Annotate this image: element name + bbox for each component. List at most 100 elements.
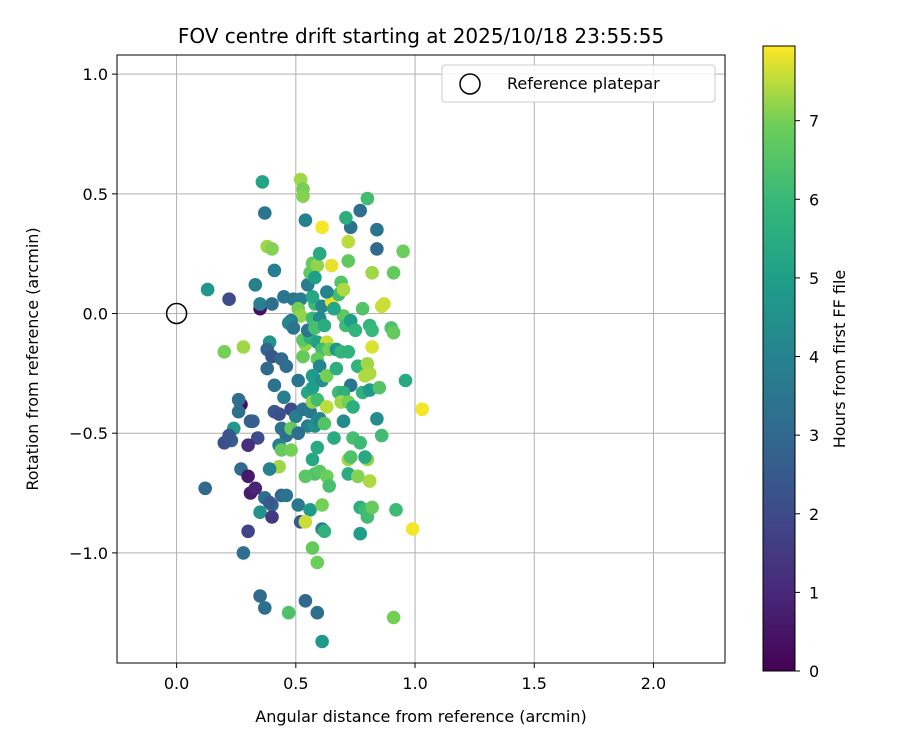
scatter-point: [222, 428, 236, 443]
scatter-point: [253, 589, 267, 603]
colorbar: 0 1 2 3 4 5 6 7 Hours from first FF file: [762, 45, 849, 681]
scatter-point: [365, 266, 379, 280]
scatter-point: [272, 407, 286, 421]
colorbar-tick-label: 3: [809, 426, 819, 445]
scatter-point: [315, 634, 329, 649]
scatter-point: [305, 452, 320, 467]
y-tick-label: 0.5: [83, 185, 108, 204]
scatter-point: [398, 373, 413, 388]
scatter-point: [310, 258, 325, 273]
legend-box: [441, 64, 716, 103]
scatter-point: [217, 345, 232, 359]
scatter-point: [298, 594, 313, 608]
colorbar-gradient: [763, 46, 795, 671]
scatter-point: [358, 450, 372, 464]
scatter-point: [291, 373, 306, 388]
scatter-point: [374, 428, 389, 443]
scatter-point: [284, 443, 298, 457]
scatter-point: [317, 318, 332, 333]
x-tick-label: 0.0: [164, 674, 189, 693]
scatter-point: [343, 450, 358, 464]
legend: Reference platepar: [441, 64, 716, 103]
scatter-point: [386, 266, 401, 280]
scatter-point: [286, 321, 301, 335]
chart-title: FOV centre drift starting at 2025/10/18 …: [178, 24, 664, 48]
scatter-point: [258, 206, 272, 220]
scatter-point: [198, 481, 212, 496]
scatter-point: [389, 503, 403, 517]
scatter-point: [265, 297, 279, 311]
scatter-point: [255, 175, 270, 189]
scatter-point: [320, 285, 334, 299]
scatter-point: [241, 438, 255, 453]
scatter-point: [200, 282, 215, 297]
scatter-point: [305, 290, 320, 304]
scatter-point: [260, 361, 275, 376]
colorbar-label: Hours from first FF file: [830, 270, 849, 449]
scatter-point: [362, 366, 377, 381]
scatter-point: [317, 416, 332, 431]
scatter-point: [370, 242, 384, 256]
y-tick-label: 0.0: [83, 305, 108, 324]
y-tick-label: −0.5: [69, 424, 108, 443]
scatter-point: [370, 222, 384, 237]
scatter-point: [291, 498, 306, 512]
colorbar-tick-label: 0: [809, 662, 819, 681]
colorbar-tick-label: 6: [809, 190, 819, 209]
scatter-point: [231, 404, 246, 419]
scatter-point: [346, 400, 360, 414]
scatter-point: [370, 412, 384, 426]
scatter-point: [317, 524, 332, 539]
scatter-point: [274, 443, 289, 457]
scatter-point: [296, 349, 310, 364]
y-axis-label: Rotation from reference (arcmin): [23, 227, 42, 490]
scatter-point: [281, 605, 296, 620]
scatter-point: [267, 263, 282, 278]
colorbar-tick-label: 5: [809, 269, 819, 288]
x-tick-label: 2.0: [641, 674, 666, 693]
colorbar-frame: [762, 45, 796, 672]
scatter-point: [305, 380, 320, 395]
x-tick-label: 0.5: [283, 674, 308, 693]
scatter-point: [353, 526, 368, 541]
scatter-point: [365, 323, 379, 338]
legend-entry-reference-platepar: Reference platepar: [507, 74, 660, 93]
grid: [117, 55, 725, 663]
scatter-point: [291, 426, 306, 441]
colorbar-tick-label: 1: [809, 583, 819, 602]
data-points: [198, 172, 430, 649]
scatter-point: [231, 392, 246, 407]
y-tick-label: 1.0: [83, 65, 108, 84]
scatter-point: [339, 211, 353, 225]
colorbar-tick-label: 4: [809, 348, 819, 367]
scatter-point: [222, 292, 236, 307]
axis-ticks: 0.0 0.5 1.0 1.5 2.0 −1.0 −0.5 0.0 0.5 1.0: [69, 65, 666, 693]
scatter-point: [353, 436, 368, 450]
scatter-point: [336, 282, 351, 297]
scatter-point: [365, 340, 379, 354]
colorbar-tick-label: 7: [809, 112, 819, 131]
scatter-point: [298, 515, 313, 529]
scatter-point: [236, 340, 251, 354]
scatter-point: [250, 431, 265, 445]
scatter-point: [279, 359, 294, 374]
scatter-point: [298, 213, 313, 227]
x-tick-label: 1.0: [402, 674, 427, 693]
scatter-point: [267, 378, 282, 393]
scatter-point: [405, 522, 420, 536]
colorbar-tick-label: 2: [809, 505, 819, 524]
scatter-point: [365, 500, 379, 515]
scatter-point: [279, 488, 294, 503]
scatter-point: [243, 414, 258, 429]
scatter-point: [305, 541, 320, 555]
scatter-point: [353, 203, 368, 218]
scatter-point: [236, 546, 251, 560]
scatter-point: [310, 392, 325, 407]
scatter-point: [362, 474, 377, 488]
scatter-point: [253, 505, 267, 519]
scatter-point: [329, 361, 344, 376]
scatter-point: [298, 469, 313, 484]
scatter-point: [372, 380, 387, 395]
x-axis-label: Angular distance from reference (arcmin): [255, 707, 586, 726]
